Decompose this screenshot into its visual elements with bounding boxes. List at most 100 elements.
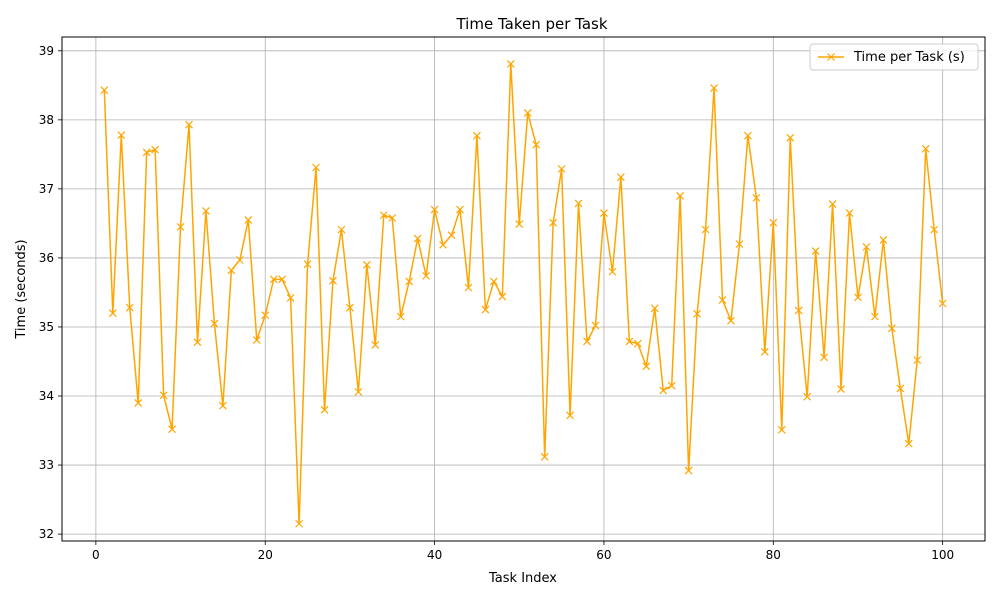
- data-point-marker: [515, 220, 524, 229]
- data-point-marker: [693, 309, 702, 318]
- data-point-marker: [117, 131, 126, 139]
- data-point-marker: [921, 144, 930, 153]
- data-point-marker: [405, 277, 414, 286]
- data-point-marker: [557, 164, 566, 173]
- data-point-marker: [269, 275, 278, 284]
- data-point-marker: [904, 439, 913, 448]
- data-point-marker: [506, 60, 515, 68]
- series-line: [100, 60, 947, 528]
- y-tick-label: 37: [39, 182, 54, 196]
- data-point-marker: [134, 398, 143, 407]
- data-point-marker: [887, 324, 896, 333]
- data-point-marker: [218, 401, 227, 410]
- data-point-marker: [633, 339, 642, 348]
- data-point-marker: [913, 356, 922, 365]
- y-tick-label: 32: [39, 527, 54, 541]
- data-point-marker: [811, 247, 820, 255]
- x-axis-title: Task Index: [488, 571, 557, 586]
- data-point-marker: [600, 209, 608, 217]
- data-point-marker: [523, 109, 532, 117]
- data-point-marker: [439, 240, 447, 249]
- data-point-marker: [625, 337, 634, 346]
- data-point-marker: [345, 303, 354, 312]
- chart-title: Time Taken per Task: [455, 15, 607, 33]
- data-point-marker: [498, 292, 507, 301]
- data-point-marker: [667, 381, 676, 390]
- data-point-marker: [202, 207, 210, 215]
- y-tick-label: 34: [39, 389, 54, 403]
- y-tick-label: 35: [39, 320, 54, 334]
- data-point-marker: [930, 225, 939, 234]
- data-point-marker: [193, 338, 202, 347]
- data-point-marker: [532, 140, 541, 149]
- data-point-marker: [329, 276, 337, 285]
- series-polyline: [103, 63, 944, 525]
- data-point-marker: [235, 256, 244, 264]
- data-point-marker: [362, 260, 371, 269]
- data-point-marker: [701, 225, 710, 234]
- data-point-marker: [752, 193, 761, 202]
- data-point-marker: [371, 340, 380, 349]
- x-tick-label: 20: [258, 548, 273, 562]
- data-point-marker: [540, 452, 549, 461]
- data-point-marker: [278, 275, 287, 284]
- x-tick-label: 100: [931, 548, 954, 562]
- data-point-marker: [396, 312, 405, 321]
- data-point-marker: [456, 205, 464, 214]
- data-point-marker: [388, 213, 397, 222]
- legend-marker-swatch: [827, 53, 835, 61]
- data-point-marker: [185, 120, 193, 129]
- data-point-marker: [727, 316, 735, 325]
- data-point-marker: [870, 312, 879, 321]
- data-point-marker: [760, 347, 769, 356]
- y-tick-label: 33: [39, 458, 54, 472]
- data-point-marker: [295, 519, 304, 528]
- data-point-marker: [549, 218, 558, 227]
- data-point-marker: [938, 299, 947, 308]
- data-point-marker: [422, 271, 431, 280]
- data-point-marker: [684, 466, 693, 475]
- data-point-marker: [743, 131, 752, 140]
- data-point-marker: [312, 163, 320, 172]
- data-point-marker: [879, 236, 888, 244]
- data-point-marker: [261, 311, 270, 320]
- legend-box: [809, 43, 979, 71]
- x-tick-label: 80: [766, 548, 781, 562]
- data-point-marker: [854, 293, 862, 302]
- data-point-marker: [473, 131, 481, 140]
- data-point-marker: [803, 392, 812, 401]
- data-point-marker: [286, 294, 295, 302]
- data-point-marker: [896, 384, 905, 393]
- data-point-marker: [159, 391, 168, 400]
- y-tick-label: 39: [39, 44, 54, 58]
- data-point-marker: [142, 148, 151, 157]
- y-axis-title: Time (seconds): [14, 239, 29, 339]
- data-point-marker: [566, 411, 574, 420]
- data-point-marker: [100, 86, 109, 95]
- data-point-marker: [244, 216, 253, 224]
- data-point-marker: [608, 267, 617, 276]
- data-point-marker: [769, 218, 778, 227]
- axis-ticks: 0 20 40 60 80 100 32 33 34 35 36 37 38 39: [39, 44, 954, 562]
- data-point-marker: [303, 260, 312, 269]
- data-point-marker: [845, 209, 854, 217]
- x-tick-label: 0: [92, 548, 100, 562]
- data-point-marker: [168, 425, 177, 434]
- legend: Time per Task (s): [809, 43, 979, 71]
- data-point-marker: [447, 231, 456, 240]
- data-point-marker: [489, 277, 498, 286]
- data-point-marker: [828, 200, 837, 209]
- data-point-marker: [650, 304, 659, 313]
- data-point-marker: [820, 353, 829, 362]
- data-point-marker: [862, 242, 871, 251]
- data-point-marker: [210, 319, 219, 328]
- y-tick-label: 38: [39, 113, 54, 127]
- data-point-marker: [676, 191, 685, 200]
- data-point-marker: [642, 362, 651, 371]
- data-point-marker: [354, 387, 363, 396]
- data-point-marker: [794, 306, 803, 315]
- data-point-marker: [718, 296, 727, 304]
- data-point-marker: [413, 234, 422, 243]
- data-point-marker: [379, 211, 388, 220]
- data-point-marker: [574, 199, 583, 208]
